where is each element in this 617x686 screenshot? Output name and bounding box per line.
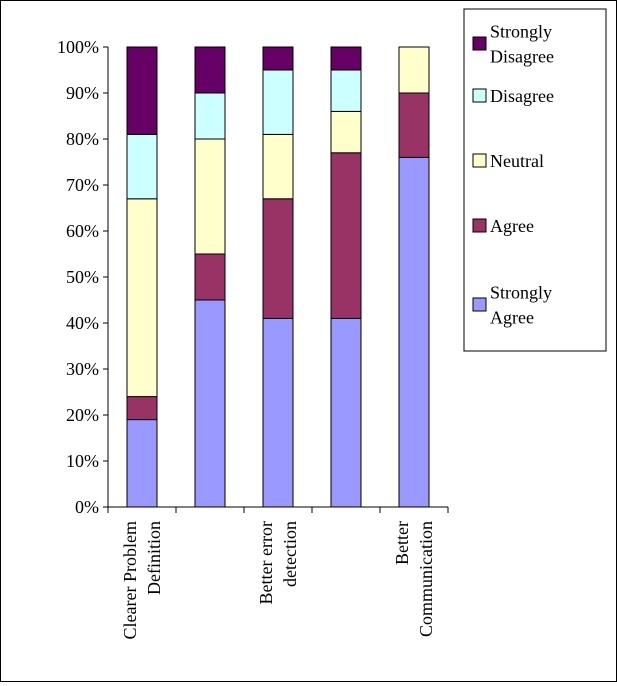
bar-segment-1-1 xyxy=(194,253,226,301)
bar-segment-3-3 xyxy=(330,69,362,112)
y-tick-label: 0% xyxy=(75,497,99,517)
y-tick-label: 80% xyxy=(66,129,99,149)
bar-segment-3-4 xyxy=(330,46,362,71)
bar-segment-3-1 xyxy=(330,152,362,319)
legend-swatch xyxy=(472,88,487,103)
bar-segment-3-0 xyxy=(330,317,362,508)
x-category-label: Clearer Problem xyxy=(120,521,140,639)
bar-segment-1-4 xyxy=(194,46,226,94)
legend-label: Agree xyxy=(490,216,534,236)
bar-segment-2-0 xyxy=(262,317,294,508)
y-tick-label: 20% xyxy=(66,405,99,425)
legend-label: Strongly xyxy=(490,22,552,42)
x-category-label: Better xyxy=(392,521,412,565)
bar-segment-1-2 xyxy=(194,138,226,255)
plot-area: 0% 10% 20% 30% 40% 50% 60% 70% 80% 90% 100% Clearer… xyxy=(57,37,449,639)
bar-segment-0-0 xyxy=(126,419,158,508)
y-tick-label: 30% xyxy=(66,359,99,379)
bar-segment-0-3 xyxy=(126,133,158,200)
bar-segment-4-2 xyxy=(398,46,430,94)
legend-label: Disagree xyxy=(490,47,554,67)
bar-segment-4-0 xyxy=(398,156,430,508)
y-tick-label: 70% xyxy=(66,175,99,195)
bar-segment-3-2 xyxy=(330,110,362,154)
bar-segment-1-3 xyxy=(194,92,226,140)
legend-swatch xyxy=(472,36,487,51)
legend-swatch xyxy=(472,153,487,168)
legend-label: Disagree xyxy=(490,86,554,106)
bar-segment-0-2 xyxy=(126,198,158,398)
bar-segment-2-3 xyxy=(262,69,294,135)
legend-label: Neutral xyxy=(490,151,544,171)
y-tick-label: 10% xyxy=(66,451,99,471)
bar-segment-0-1 xyxy=(126,396,158,421)
x-category-label: Definition xyxy=(144,521,164,595)
x-category-label: detection xyxy=(280,521,300,587)
bar-segment-2-4 xyxy=(262,46,294,71)
y-tick-label: 50% xyxy=(66,267,99,287)
y-tick-label: 40% xyxy=(66,313,99,333)
bar-segment-1-0 xyxy=(194,299,226,508)
y-tick-label: 90% xyxy=(66,83,99,103)
y-tick-label: 60% xyxy=(66,221,99,241)
bar-segment-0-4 xyxy=(126,46,158,135)
legend: Strongly Disagree Disagree Neutral Agree Stro… xyxy=(463,8,607,352)
legend-swatch xyxy=(472,218,487,233)
bar-segment-2-1 xyxy=(262,198,294,319)
bar-segment-4-1 xyxy=(398,92,430,158)
legend-swatch xyxy=(472,297,487,312)
x-category-label: Better error xyxy=(256,521,276,604)
y-tick-label: 100% xyxy=(57,37,99,57)
legend-label: Agree xyxy=(490,308,534,328)
bar-segment-2-2 xyxy=(262,133,294,200)
x-category-label: Communication xyxy=(416,521,436,637)
legend-label: Strongly xyxy=(490,283,552,303)
legend-box xyxy=(463,8,607,352)
